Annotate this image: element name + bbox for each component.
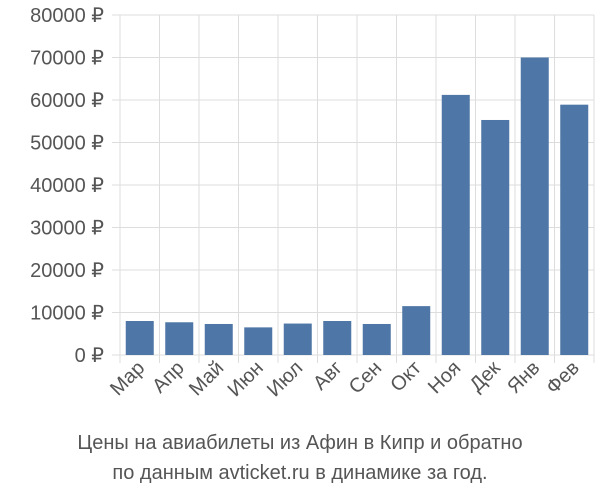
bar	[165, 322, 194, 355]
chart-caption-line-2: по данным avticket.ru в динамике за год.	[112, 462, 488, 484]
chart-caption-line-1: Цены на авиабилеты из Афин в Кипр и обра…	[77, 432, 523, 454]
y-axis-ticks: 0 ₽ 10000 ₽ 20000 ₽ 30000 ₽ 40000 ₽ 50000 ₽ 60…	[30, 5, 104, 367]
bar	[323, 321, 352, 355]
y-tick-label: 60000 ₽	[30, 90, 104, 112]
bar	[441, 94, 470, 356]
x-tick-label: Янв	[503, 357, 544, 398]
bar	[283, 323, 312, 355]
y-tick-label: 0 ₽	[75, 345, 105, 367]
x-tick-label: Авг	[309, 357, 347, 395]
bar	[125, 321, 154, 355]
bar	[204, 323, 233, 355]
bar	[520, 57, 549, 355]
x-tick-label: Апр	[148, 357, 189, 398]
bar	[362, 323, 391, 355]
y-tick-label: 40000 ₽	[30, 175, 104, 197]
bar	[402, 306, 431, 355]
bars	[125, 57, 589, 356]
y-tick-label: 50000 ₽	[30, 133, 104, 155]
x-tick-label: Дек	[466, 357, 505, 396]
y-tick-label: 20000 ₽	[30, 260, 104, 282]
x-tick-label: Июн	[224, 357, 268, 401]
bar	[481, 119, 510, 355]
x-tick-label: Май	[185, 357, 228, 400]
y-tick-label: 10000 ₽	[30, 303, 104, 325]
y-tick-label: 80000 ₽	[30, 5, 104, 27]
x-tick-label: Сен	[345, 357, 386, 398]
x-tick-label: Фев	[542, 357, 584, 399]
x-tick-label: Июл	[263, 357, 307, 401]
x-tick-label: Мар	[106, 357, 149, 400]
grid-lines	[112, 14, 595, 363]
x-tick-label: Ноя	[424, 357, 465, 398]
x-tick-label: Окт	[386, 357, 425, 396]
y-tick-label: 30000 ₽	[30, 218, 104, 240]
bar	[244, 327, 273, 355]
bar	[560, 104, 589, 355]
y-tick-label: 70000 ₽	[30, 48, 104, 70]
